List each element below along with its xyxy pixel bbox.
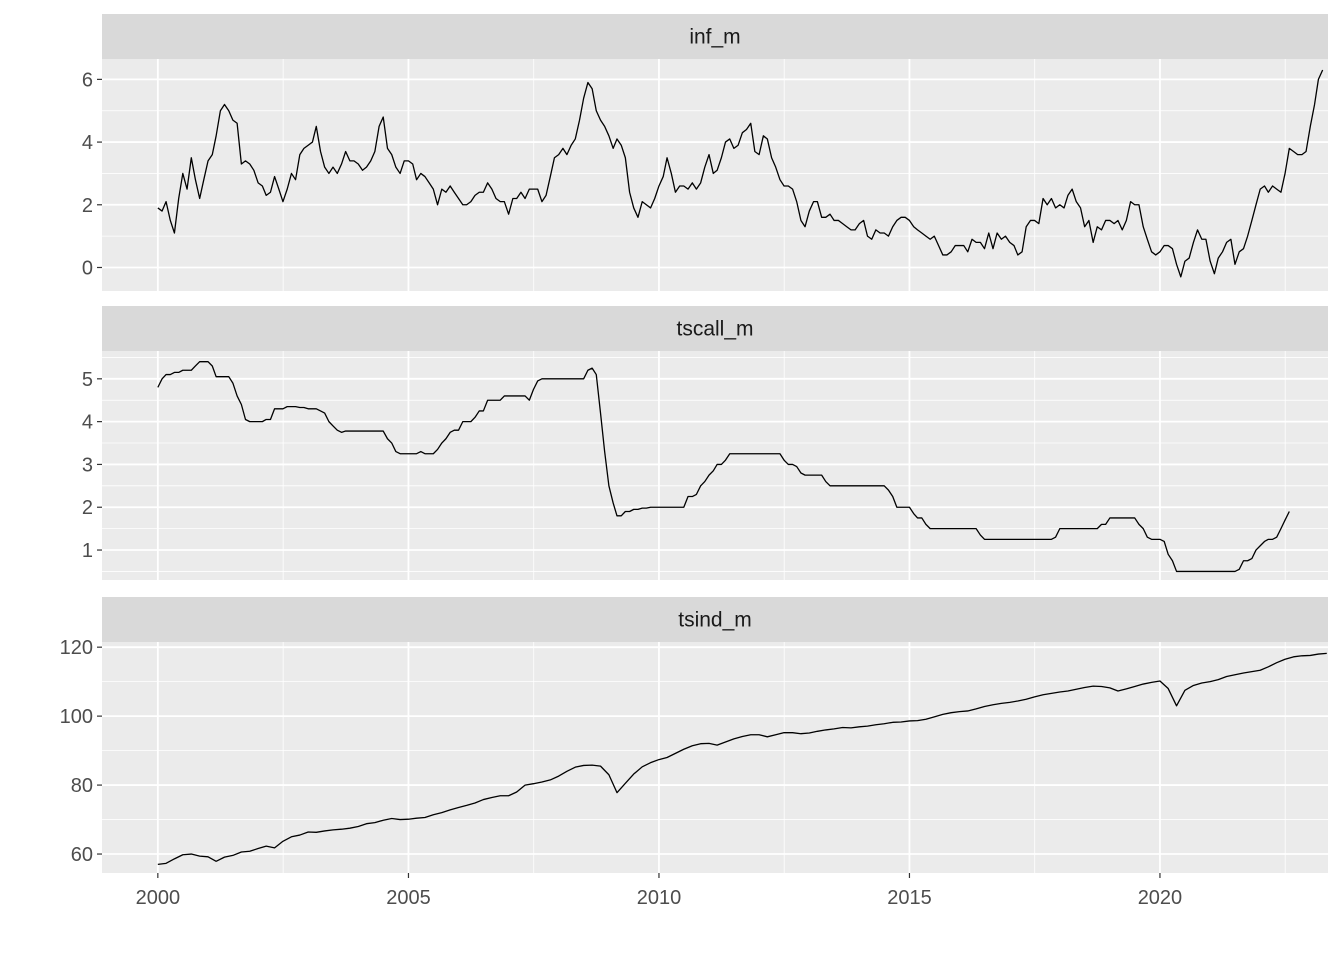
y-tick-label: 1 bbox=[82, 540, 93, 562]
y-tick-label: 0 bbox=[82, 257, 93, 279]
facet-label: inf_m bbox=[689, 26, 740, 49]
y-tick-label: 2 bbox=[82, 497, 93, 519]
y-tick-label: 60 bbox=[71, 844, 93, 866]
y-tick-label: 4 bbox=[82, 412, 93, 434]
series-line-tsind_m bbox=[157, 652, 1327, 866]
x-tick-label: 2005 bbox=[386, 887, 431, 909]
x-tick-label: 2015 bbox=[887, 887, 932, 909]
facet-label: tscall_m bbox=[676, 318, 753, 341]
x-tick-label: 2000 bbox=[136, 887, 181, 909]
panel-background bbox=[102, 642, 1328, 873]
x-tick-label: 2020 bbox=[1138, 887, 1183, 909]
y-tick-label: 6 bbox=[82, 69, 93, 91]
y-tick-label: 3 bbox=[82, 454, 93, 476]
y-tick-label: 100 bbox=[60, 706, 93, 728]
facet-strip bbox=[102, 306, 1328, 351]
y-tick-label: 5 bbox=[82, 369, 93, 391]
panel-background bbox=[102, 351, 1328, 580]
panel-background bbox=[102, 59, 1328, 291]
facet-label: tsind_m bbox=[678, 609, 752, 632]
facet-strip bbox=[102, 14, 1328, 59]
x-tick-label: 2010 bbox=[637, 887, 682, 909]
series-line-tscall_m bbox=[157, 361, 1290, 573]
y-tick-label: 120 bbox=[60, 637, 93, 659]
y-tick-label: 4 bbox=[82, 132, 93, 154]
y-tick-label: 80 bbox=[71, 775, 93, 797]
facet-strip bbox=[102, 597, 1328, 642]
y-tick-label: 2 bbox=[82, 195, 93, 217]
series-line-inf_m bbox=[157, 69, 1324, 278]
